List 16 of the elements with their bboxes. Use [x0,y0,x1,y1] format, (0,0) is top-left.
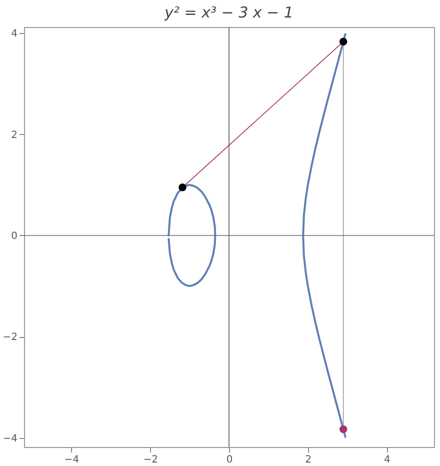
y-tick-label: −4 [2,433,18,444]
y-tick-label: 0 [11,230,18,242]
line-series [168,184,216,288]
point [339,38,348,46]
x-tick-label: 4 [384,454,390,466]
line-series [302,33,346,438]
x-tick-label: −2 [143,454,158,466]
point [339,425,348,434]
y-tick-label: −2 [2,332,18,344]
y-tick-label: 2 [11,130,18,141]
chart-title: y² = x³ − 3 x − 1 [164,4,294,22]
x-tick-label: 0 [226,454,233,466]
x-tick-label: 2 [305,454,312,466]
x-tick-label: −4 [64,454,80,466]
point [178,184,186,192]
y-tick-label: 4 [11,28,18,40]
